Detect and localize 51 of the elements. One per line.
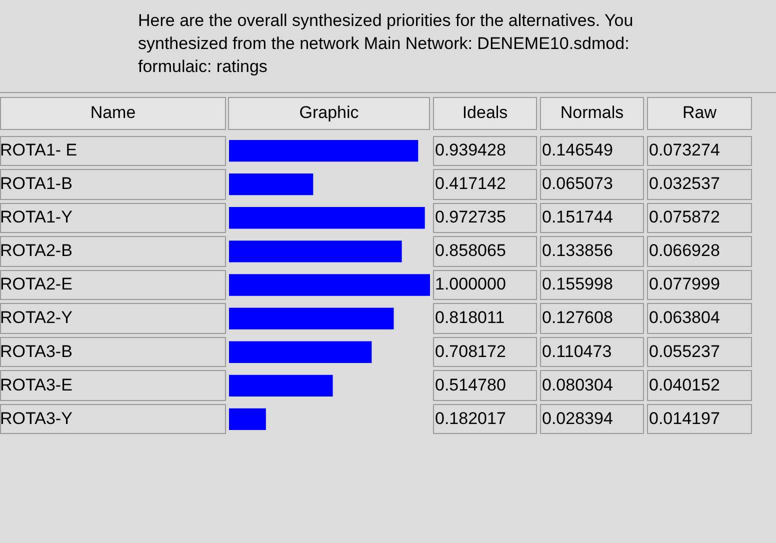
text: Normals: [560, 103, 624, 122]
text: 0.110473: [542, 342, 612, 361]
data-label: 0.182017: [435, 408, 506, 428]
text: 0.127608: [542, 308, 613, 328]
text: Raw: [682, 103, 718, 122]
text: 0.146549: [542, 140, 613, 160]
data-label: 0.818011: [435, 308, 505, 328]
text: 0.055237: [649, 342, 720, 361]
bar: [229, 374, 333, 396]
text: 0.066928: [649, 241, 720, 260]
text: 0.077999: [649, 274, 720, 294]
bar: [229, 174, 314, 196]
x-axis-title: Graphic: [299, 103, 360, 122]
chart-title: Here are the overall synthesized priorities for the alternatives. You synthesized from the network Main Network: DENEME10.sdmod: formulaic: ratings: [138, 10, 634, 78]
text: 0.028394: [542, 408, 613, 428]
data-label: 0.939428: [435, 140, 506, 160]
text: 0.063804: [649, 308, 720, 328]
y-tick-label: ROTA1-B: [0, 174, 72, 194]
bar: [229, 408, 266, 430]
text: 0.133856: [542, 241, 613, 260]
bar: [229, 207, 425, 229]
data-label: 0.417142: [435, 174, 506, 194]
text: Ideals: [462, 103, 508, 122]
data-label: 0.972735: [435, 208, 506, 227]
y-tick-label: ROTA3-E: [0, 375, 72, 394]
y-tick-label: ROTA2-E: [0, 274, 72, 294]
text: 0.014197: [649, 408, 720, 428]
y-tick-label: ROTA2-B: [0, 241, 72, 260]
bar: [229, 140, 418, 162]
y-tick-label: ROTA1-Y: [0, 208, 72, 227]
y-tick-label: ROTA3-B: [0, 342, 72, 361]
bar: [229, 341, 372, 363]
y-tick-label: ROTA2-Y: [0, 308, 72, 328]
text: 0.032537: [649, 174, 720, 194]
bar: [229, 308, 394, 330]
text: 0.080304: [542, 375, 613, 394]
text: 0.065073: [542, 174, 613, 194]
text: 0.073274: [649, 140, 720, 160]
y-tick-label: ROTA3-Y: [0, 408, 72, 428]
y-tick-label: ROTA1- E: [0, 140, 78, 160]
data-label: 0.708172: [435, 342, 506, 361]
data-label: 0.514780: [435, 375, 506, 394]
bar: [229, 274, 430, 296]
text: 0.151744: [542, 208, 613, 227]
text: 0.075872: [649, 208, 720, 227]
bar: [229, 240, 402, 262]
data-label: 1.000000: [435, 274, 506, 294]
y-axis-title: Name: [90, 103, 136, 122]
text: 0.040152: [649, 375, 720, 394]
data-label: 0.858065: [435, 241, 506, 260]
text: 0.155998: [542, 274, 613, 294]
